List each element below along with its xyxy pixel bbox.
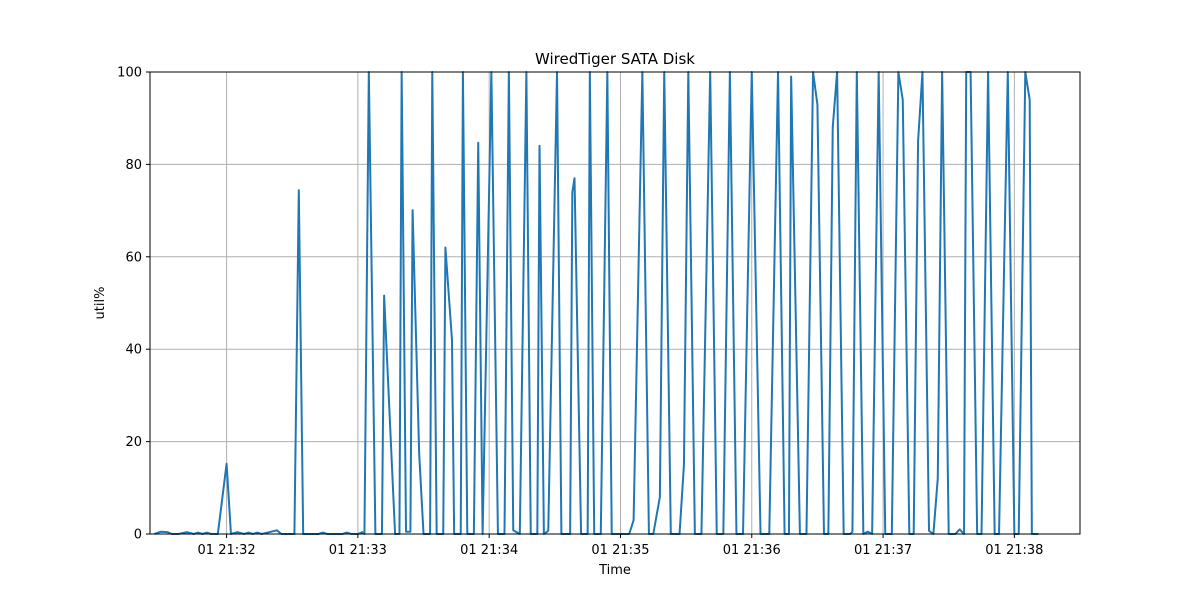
- y-tick-label: 20: [125, 435, 142, 450]
- y-tick-label: 0: [134, 528, 142, 543]
- x-axis: 01 21:32 01 21:33 01 21:34 01 21:35 01 21:36…: [198, 534, 1043, 558]
- series-layer: [154, 71, 1039, 535]
- x-tick-label: 01 21:38: [985, 543, 1043, 558]
- x-tick-label: 01 21:35: [591, 543, 649, 558]
- y-tick-label: 80: [125, 158, 142, 173]
- x-axis-label: Time: [598, 563, 631, 578]
- y-tick-label: 100: [117, 66, 142, 81]
- util-series-line: [154, 71, 1039, 535]
- y-tick-label: 60: [125, 250, 142, 265]
- y-tick-label: 40: [125, 343, 142, 358]
- y-axis-label: util%: [93, 287, 108, 320]
- chart-title: WiredTiger SATA Disk: [535, 50, 695, 68]
- plot-frame: [149, 71, 1081, 535]
- x-tick-label: 01 21:33: [329, 543, 387, 558]
- y-axis: 0 20 40 60 80 100: [117, 66, 150, 543]
- x-tick-label: 01 21:37: [854, 543, 912, 558]
- x-tick-label: 01 21:34: [460, 543, 518, 558]
- x-tick-label: 01 21:32: [198, 543, 256, 558]
- x-tick-label: 01 21:36: [723, 543, 781, 558]
